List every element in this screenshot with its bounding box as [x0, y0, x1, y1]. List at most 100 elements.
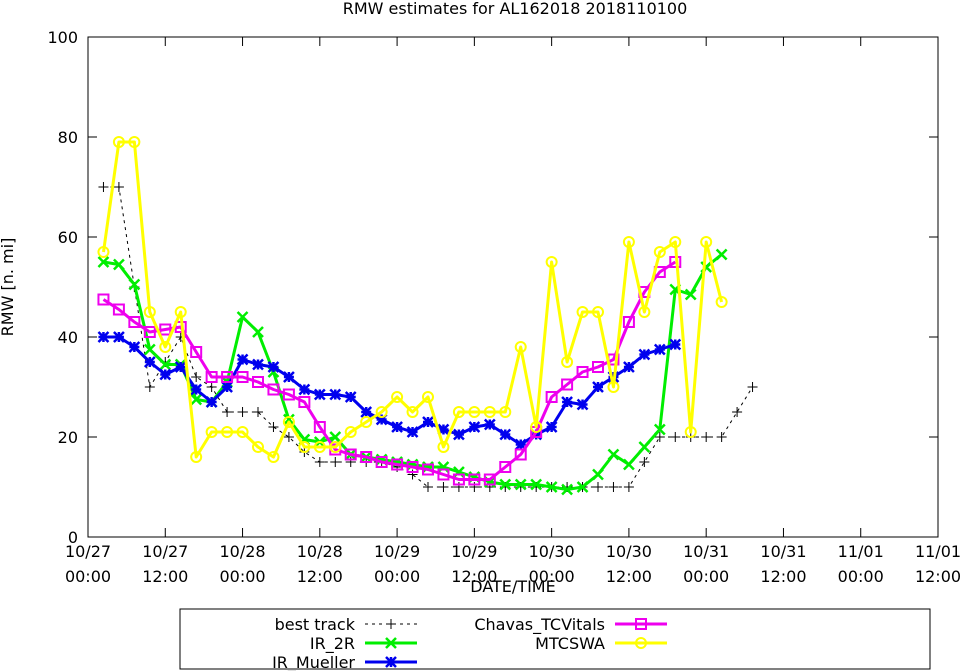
data-point-chavas-tcvitals [437, 468, 450, 481]
data-point-ir-2r [128, 278, 141, 291]
data-point-best-track [701, 432, 712, 442]
plot-frame [87, 36, 939, 538]
data-point-ir-mueller [205, 396, 218, 408]
data-point-ir-mueller [267, 361, 280, 373]
data-point-best-track [314, 457, 325, 467]
data-point-chavas-tcvitals [622, 316, 635, 328]
data-point-mtcswa [112, 136, 125, 148]
data-point-ir-mueller [128, 341, 141, 353]
data-point-chavas-tcvitals [514, 448, 527, 461]
data-point-mtcswa [561, 356, 574, 368]
data-point-ir-2r [143, 343, 156, 356]
data-point-ir-2r [283, 413, 295, 426]
x-tick-label-time: 00:00 [374, 567, 420, 586]
data-point-chavas-tcvitals [360, 451, 373, 463]
data-point-ir-2r [623, 458, 635, 471]
series-line-mtcswa [102, 140, 724, 459]
x-tick-label-time: 12:00 [297, 567, 343, 586]
data-point-ir-2r [530, 478, 543, 491]
data-point-best-track [608, 482, 619, 492]
data-point-best-track [283, 432, 294, 442]
legend-marker-best-track [386, 619, 396, 629]
series-best-track [98, 182, 758, 492]
data-point-mtcswa [437, 441, 450, 453]
x-tick-label-date: 10/29 [374, 542, 420, 561]
x-tick-label-time: 00:00 [219, 567, 265, 586]
data-point-ir-mueller [283, 371, 295, 383]
data-point-mtcswa [483, 406, 496, 418]
data-point-ir-2r [97, 256, 110, 268]
data-point-chavas-tcvitals [561, 378, 574, 391]
data-point-mtcswa [592, 306, 604, 318]
x-tick-label-date: 10/28 [219, 542, 265, 561]
chart-title: RMW estimates for AL162018 2018110100 [343, 0, 688, 18]
data-point-ir-2r [499, 478, 512, 491]
x-tick-label-date: 10/31 [683, 542, 729, 561]
data-point-ir-2r [561, 483, 573, 496]
data-point-chavas-tcvitals [190, 346, 203, 358]
legend-label-ir-2r: IR_2R [310, 634, 355, 654]
legend-marker-ir-mueller [385, 656, 397, 668]
data-point-chavas-tcvitals [483, 473, 496, 486]
data-point-best-track [144, 382, 155, 392]
x-tick-label-time: 00:00 [683, 567, 729, 586]
data-point-best-track [654, 432, 665, 442]
data-point-mtcswa [329, 441, 342, 453]
x-tick-label-time: 12:00 [760, 567, 806, 586]
data-point-ir-mueller [221, 381, 233, 393]
data-point-chavas-tcvitals [592, 361, 604, 373]
y-axis-label: RMW [n. mi] [0, 238, 17, 337]
series-mtcswa [97, 136, 728, 463]
data-point-chavas-tcvitals [97, 293, 110, 306]
data-point-ir-2r [190, 393, 203, 406]
y-tick-label: 0 [68, 528, 78, 547]
data-point-mtcswa [607, 381, 620, 393]
data-point-mtcswa [669, 236, 682, 248]
data-point-mtcswa [391, 391, 404, 403]
data-point-chavas-tcvitals [159, 323, 172, 336]
data-point-ir-mueller [483, 418, 496, 431]
x-tick-label-date: 10/30 [529, 542, 575, 561]
data-point-mtcswa [205, 426, 218, 438]
data-point-ir-mueller [391, 421, 403, 433]
data-point-chavas-tcvitals [344, 448, 357, 461]
data-point-chavas-tcvitals [422, 463, 434, 476]
data-point-mtcswa [468, 406, 481, 418]
data-point-ir-2r [653, 423, 666, 436]
data-point-chavas-tcvitals [112, 303, 125, 316]
data-point-chavas-tcvitals [298, 396, 311, 408]
data-point-ir-mueller [313, 388, 326, 401]
data-point-ir-2r [113, 258, 125, 271]
data-point-ir-2r [576, 481, 589, 493]
data-point-ir-mueller [236, 353, 249, 366]
data-point-ir-2r [545, 481, 558, 493]
x-tick-label-time: 00:00 [65, 567, 111, 586]
data-point-mtcswa [653, 246, 666, 258]
data-point-ir-2r [514, 478, 527, 491]
data-point-ir-mueller [113, 331, 125, 343]
data-point-mtcswa [406, 406, 419, 418]
data-point-mtcswa [715, 296, 728, 308]
series-line-chavas-tcvitals [102, 260, 677, 481]
x-tick-label-time: 00:00 [838, 567, 884, 586]
data-point-chavas-tcvitals [545, 391, 558, 403]
x-tick-label-time: 12:00 [451, 567, 497, 586]
plot-border [87, 36, 939, 538]
data-point-ir-2r [159, 358, 172, 371]
legend-marker-mtcswa [635, 637, 647, 649]
data-point-ir-mueller [514, 438, 527, 451]
data-point-mtcswa [159, 341, 172, 353]
data-point-ir-mueller [252, 358, 264, 371]
data-point-best-track [593, 482, 603, 492]
data-point-mtcswa [422, 391, 434, 403]
data-point-best-track [623, 482, 634, 492]
data-point-chavas-tcvitals [205, 371, 218, 383]
legend-label-chavas-tcvitals: Chavas_TCVitals [474, 615, 605, 635]
data-point-ir-2r [236, 311, 249, 323]
data-point-ir-mueller [97, 331, 110, 343]
data-point-mtcswa [700, 236, 713, 248]
data-point-best-track [732, 407, 743, 417]
data-point-ir-mueller [375, 413, 388, 426]
x-tick-label-time: 12:00 [606, 567, 652, 586]
